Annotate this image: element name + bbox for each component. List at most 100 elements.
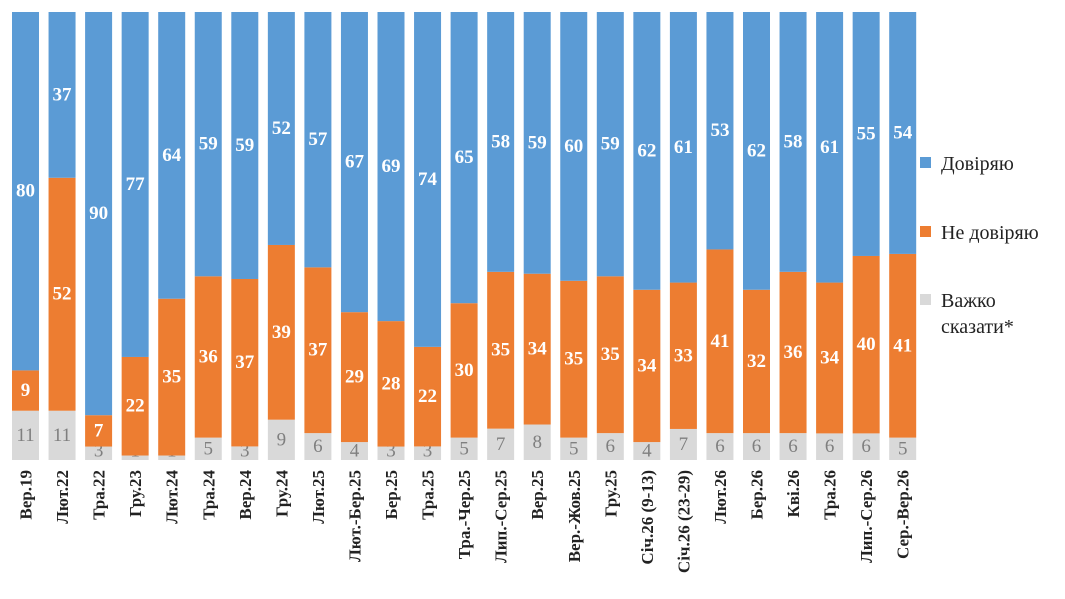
- data-label-distrust: 32: [747, 351, 766, 372]
- bar-segment-trust: [596, 12, 624, 277]
- bar-segment-trust: [816, 12, 844, 283]
- x-tick-label: Бер.25: [382, 470, 401, 520]
- x-tick-label: Тра.-Чер.25: [455, 470, 474, 559]
- data-label-hard-to-say: 6: [788, 436, 798, 457]
- data-label-trust: 64: [162, 145, 182, 166]
- data-label-hard-to-say: 5: [569, 438, 579, 459]
- bar-group: 8 34 59: [523, 12, 551, 460]
- data-label-trust: 59: [199, 134, 218, 155]
- bar-segment-hard-to-say: [340, 442, 368, 460]
- data-label-hard-to-say: 6: [313, 436, 323, 457]
- x-tick-label: Бер.26: [748, 470, 767, 520]
- bar-group: 5 30 65: [450, 12, 478, 460]
- data-label-hard-to-say: 8: [532, 432, 542, 453]
- bar-group: 3 28 69: [377, 12, 405, 462]
- data-label-distrust: 41: [893, 335, 912, 356]
- bar-segment-trust: [889, 12, 917, 254]
- bar-segment-trust: [560, 12, 588, 281]
- data-label-trust: 74: [418, 169, 438, 190]
- bar-segment-trust: [706, 12, 734, 250]
- data-label-hard-to-say: 6: [752, 436, 762, 457]
- bar-group: 5 35 60: [560, 12, 588, 460]
- bar-segment-trust: [852, 12, 880, 256]
- bar-segment-distrust: [340, 312, 368, 443]
- bar-group: 11 9 80: [12, 12, 39, 460]
- bar-segment-trust: [523, 12, 551, 274]
- bar-group: 5 36 59: [194, 12, 222, 460]
- x-tick-label: Тра.24: [199, 470, 218, 520]
- data-label-hard-to-say: 7: [679, 434, 689, 455]
- data-label-trust: 62: [747, 140, 766, 161]
- bar-segment-distrust: [706, 249, 734, 434]
- bar-group: 7 35 58: [487, 12, 515, 460]
- x-tick-label: Лют.22: [53, 470, 72, 524]
- data-label-trust: 61: [820, 137, 839, 158]
- bar-segment-distrust: [231, 278, 259, 447]
- bar-segment-distrust: [377, 321, 405, 447]
- x-tick-label: Січ.26 (23-29): [674, 470, 693, 573]
- x-tick-label: Гру.25: [601, 470, 620, 517]
- bar-segment-hard-to-say: [596, 433, 624, 460]
- bar-segment-distrust: [194, 276, 222, 438]
- bar-segment-trust: [304, 12, 332, 268]
- bar-segment-trust: [121, 12, 149, 357]
- bar-group: 6 41 53: [706, 12, 734, 460]
- x-tick-label: Лип.-Сер.26: [857, 470, 876, 563]
- bar-segment-hard-to-say: [523, 424, 551, 460]
- bar-group: 7 33 61: [669, 12, 697, 460]
- data-label-trust: 52: [272, 118, 291, 139]
- data-label-distrust: 29: [345, 367, 364, 388]
- bar-segment-hard-to-say: [816, 433, 844, 460]
- data-label-distrust: 35: [564, 349, 583, 370]
- data-label-hard-to-say: 5: [204, 438, 214, 459]
- data-label-hard-to-say: 9: [277, 429, 287, 450]
- x-tick-label: Лют.25: [309, 470, 328, 524]
- x-tick-label: Вер.-Жов.25: [565, 470, 584, 562]
- bar-segment-distrust: [669, 282, 697, 429]
- bar-segment-trust: [779, 12, 807, 272]
- bar-segment-trust: [48, 12, 76, 178]
- bar-segment-hard-to-say: [669, 428, 697, 460]
- data-label-trust: 69: [382, 156, 401, 177]
- x-tick-label: Вер.25: [528, 470, 547, 520]
- data-label-distrust: 7: [94, 420, 104, 441]
- data-label-trust: 61: [674, 137, 693, 158]
- bar-segment-distrust: [12, 370, 39, 411]
- x-tick-label: Лют.-Бер.25: [345, 470, 364, 562]
- bar-segment-distrust: [816, 282, 844, 434]
- data-label-trust: 54: [893, 122, 913, 143]
- stacked-bar-chart: 11980Вер.19115237Лют.223790Тра.2212277Гр…: [12, 12, 917, 573]
- legend-swatch-distrust: [920, 226, 931, 237]
- data-label-hard-to-say: 5: [459, 438, 469, 459]
- bar-segment-trust: [377, 12, 405, 322]
- bar-segment-hard-to-say: [633, 442, 661, 460]
- data-label-hard-to-say: 6: [825, 436, 835, 457]
- bar-segment-distrust: [633, 289, 661, 443]
- x-tick-label: Сер.-Вер.26: [894, 470, 913, 559]
- x-tick-label: Кві.26: [784, 470, 803, 517]
- bar-segment-hard-to-say: [779, 433, 807, 460]
- data-label-trust: 58: [491, 131, 510, 152]
- data-label-distrust: 35: [601, 344, 620, 365]
- bar-segment-trust: [231, 12, 259, 279]
- x-tick-label: Тра.22: [90, 470, 109, 520]
- data-label-trust: 59: [235, 135, 254, 156]
- bar-segment-trust: [12, 12, 39, 371]
- bar-segment-trust: [487, 12, 515, 272]
- data-label-trust: 53: [710, 120, 729, 141]
- data-label-distrust: 36: [199, 346, 218, 367]
- legend-label-trust: Довіряю: [941, 153, 1014, 175]
- data-label-trust: 60: [564, 136, 583, 157]
- x-tick-label: Січ.26 (9-13): [638, 470, 657, 565]
- bar-segment-distrust: [121, 356, 149, 456]
- bar-segment-hard-to-say: [12, 410, 39, 460]
- bar-segment-distrust: [852, 255, 880, 434]
- legend-item-distrust: Не довіряю: [920, 220, 1065, 246]
- data-label-distrust: 39: [272, 322, 291, 343]
- bar-group: 5 41 54: [889, 12, 917, 460]
- x-tick-label: Лют.26: [711, 470, 730, 524]
- bar-group: 9 39 52: [267, 12, 295, 460]
- bar-segment-trust: [669, 12, 697, 283]
- bar-group: 12277: [121, 12, 149, 462]
- bar-group: 13564: [158, 12, 186, 462]
